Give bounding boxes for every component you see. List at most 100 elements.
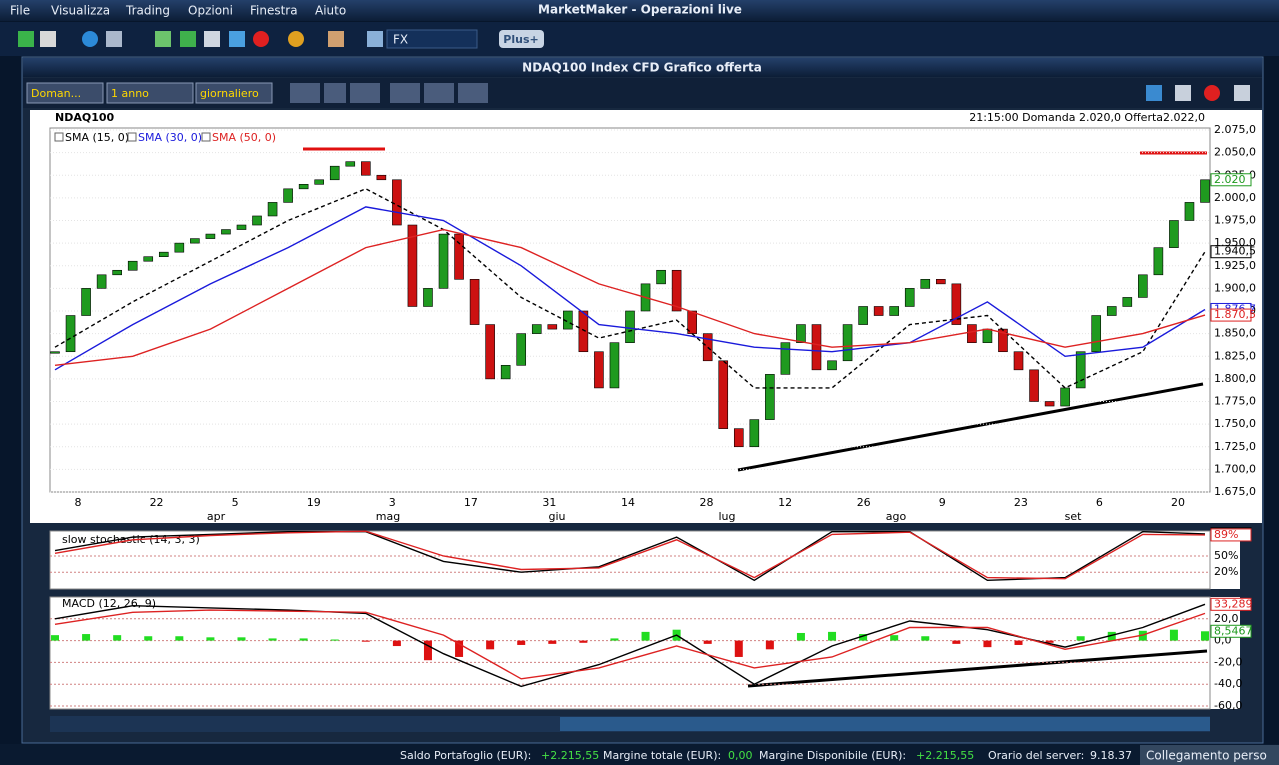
menu-item[interactable]: Visualizza [51,4,110,18]
candle [407,224,418,307]
tool[interactable] [350,83,380,103]
tool[interactable] [1234,85,1250,101]
icon[interactable] [204,31,220,47]
month-label: apr [207,510,226,523]
dropdown[interactable] [106,82,194,104]
histogram-bar [1107,631,1116,641]
indicator-line [54,530,1206,582]
tool[interactable] [424,83,454,103]
price-marker [1210,173,1252,187]
y-tick-label: 20,0 [1214,612,1239,625]
scroll-thumb[interactable] [560,717,1210,731]
indicator-line [54,530,1206,580]
menu-item[interactable]: Finestra [250,4,298,18]
connection-box [1140,745,1279,765]
candle [889,306,899,316]
price-marker-label: 89% [1214,528,1238,541]
tool[interactable] [324,83,346,103]
icon[interactable] [18,31,34,47]
icon[interactable] [367,31,383,47]
tool[interactable] [1204,85,1220,101]
icon[interactable] [40,31,56,47]
y-tick-label: 1.800,0 [1214,372,1256,385]
plus-button[interactable] [499,30,544,48]
dropdown-text: giornaliero [200,87,259,100]
price-marker-label: 2.020 [1214,173,1246,186]
histogram-bar [392,640,401,647]
price-marker [1210,528,1252,542]
x-tick-label: 14 [621,496,635,509]
histogram-bar [486,640,495,650]
candle [267,202,278,217]
candle [1013,351,1024,371]
icon[interactable] [288,31,304,47]
menu-item[interactable]: Opzioni [188,4,233,18]
x-tick-label: 28 [700,496,714,509]
tool[interactable] [390,83,420,103]
dropdown[interactable] [26,82,104,104]
candle [594,351,604,389]
month-label: lug [718,510,735,523]
candle [283,188,293,203]
status-value: +2.215,55 [916,749,974,762]
histogram-bar [921,636,930,641]
indicator-line [54,609,1206,680]
status-bar [0,744,1279,765]
candle [842,324,853,362]
candle [500,364,511,380]
macd-pane [50,597,1240,709]
icon[interactable] [328,31,344,47]
candle [205,233,216,239]
x-tick-label: 6 [1096,496,1103,509]
trendline [747,649,1208,688]
x-tick-label: 23 [1014,496,1028,509]
tool[interactable] [1175,85,1191,101]
menu-item[interactable]: Aiuto [315,4,346,18]
icon[interactable] [229,31,245,47]
price-marker [1210,308,1252,322]
histogram-bar [175,636,184,641]
candle [656,269,666,285]
legend-entry: SMA (15, 0) [65,131,129,144]
candle [1029,369,1039,402]
candle [796,324,806,343]
x-tick-label: 8 [75,496,82,509]
icon[interactable] [253,31,269,47]
candle [143,256,154,262]
trendline [737,382,1204,472]
month-label: giu [548,510,565,523]
candle [1075,351,1086,389]
tool[interactable] [290,83,320,103]
candle [1106,306,1117,316]
icon[interactable] [82,31,98,47]
price-marker-label: 8,5467 [1214,624,1253,637]
menu-item[interactable]: Trading [125,4,170,18]
candle [65,315,76,353]
y-tick-label: 1.700,0 [1214,462,1256,475]
symbol-select[interactable] [386,29,478,49]
candle [516,333,527,366]
icon[interactable] [180,31,196,47]
menu-item[interactable]: File [10,4,30,18]
y-tick-label: 1.825,0 [1214,349,1256,362]
chart-title: MACD (12, 26, 9) [62,597,156,610]
chart-tools [290,83,1250,103]
candle [112,269,122,276]
tool[interactable] [1146,85,1162,101]
histogram-bar [206,637,215,641]
y-tick-label: 2.075,0 [1214,123,1256,136]
histogram-bar [890,635,899,641]
candle [298,184,309,190]
icon[interactable] [106,31,122,47]
candle [780,342,791,375]
status-label: Margine Disponibile (EUR): [759,749,906,762]
dropdown[interactable] [195,82,273,104]
tool[interactable] [458,83,488,103]
icon[interactable] [155,31,171,47]
dropdown-text: Doman... [31,87,81,100]
quote-info: 21:15:00 Domanda 2.020,0 Offerta2.022,0 [969,111,1205,124]
status-items: Saldo Portafoglio (EUR): +2.215,55 Margine… [400,749,1132,762]
histogram-bar [828,631,837,641]
histogram-bar [579,640,588,643]
y-tick-label: 1.725,0 [1214,440,1256,453]
